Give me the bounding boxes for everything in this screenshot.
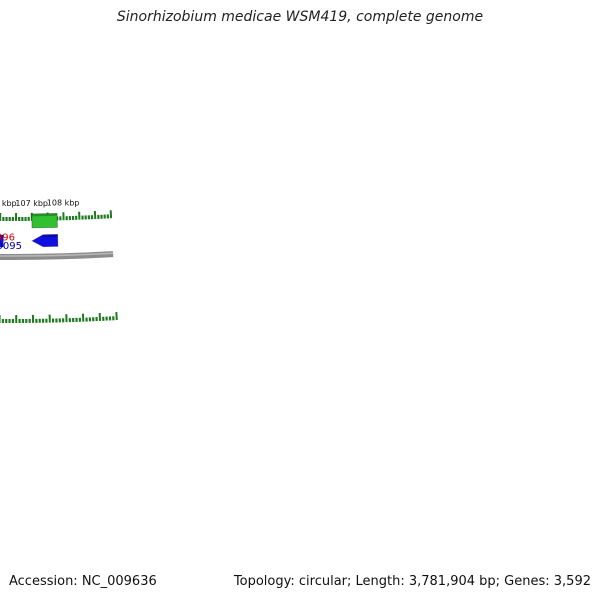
gene-label: Smed_0095 [0, 241, 22, 252]
scale-label: 107 kbp [15, 199, 48, 208]
gene-label: Smed_0094 [0, 241, 1, 252]
gene-label: Smed_0096 [0, 233, 15, 244]
map-title: Sinorhizobium medicae WSM419, complete g… [116, 9, 484, 25]
gene-feature [0, 234, 4, 248]
scale-labels: 101 kbp102 kbp103 kbp104 kbp105 kbp106 k… [0, 198, 80, 208]
scale-label: 108 kbp [47, 198, 80, 207]
genome-backbone [0, 251, 114, 260]
gene-labels: Smed_0091Smed_0092Smed_0093Smed_0094Smed… [0, 233, 22, 252]
gene-feature [31, 234, 59, 248]
cds-feature [31, 213, 58, 229]
topology-label: Topology: circular; Length: 3,781,904 bp… [233, 574, 591, 589]
scale-label: 106 kbp [0, 199, 17, 208]
accession-label: Accession: NC_009636 [9, 574, 157, 589]
backbone-highlight [0, 252, 114, 257]
gene-features [0, 213, 59, 248]
scale-ticks [0, 210, 118, 324]
